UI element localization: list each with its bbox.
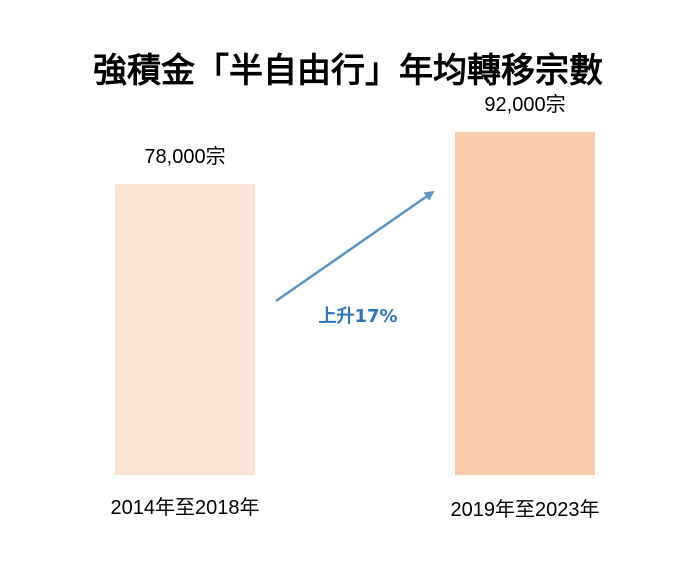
increase-arrow-icon (275, 190, 435, 303)
category-label-1: 2014年至2018年 (111, 496, 260, 519)
value-labels-group: 78,000宗 92,000宗 (144, 93, 565, 168)
value-label-1: 78,000宗 (144, 145, 225, 168)
category-label-2: 2019年至2023年 (451, 498, 600, 521)
value-label-2: 92,000宗 (484, 93, 565, 116)
category-labels-group: 2014年至2018年 2019年至2023年 (111, 496, 600, 521)
chart-title: 強積金「半自由行」年均轉移宗數 (93, 51, 603, 91)
bar-2 (455, 131, 595, 475)
bar-1 (115, 184, 255, 475)
bars-group (115, 131, 595, 475)
increase-annotation: 上升17% (318, 306, 397, 327)
